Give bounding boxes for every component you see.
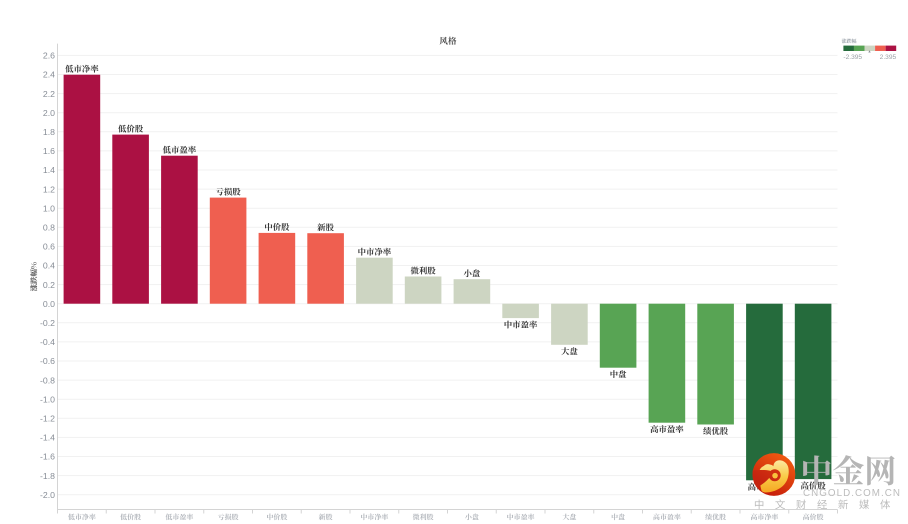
svg-text:2.395: 2.395: [880, 54, 897, 61]
svg-text:0.4: 0.4: [43, 261, 55, 271]
svg-text:0.0: 0.0: [43, 299, 55, 309]
svg-text:-0.8: -0.8: [40, 375, 55, 385]
svg-text:2.6: 2.6: [43, 51, 55, 61]
svg-text:-0.2: -0.2: [40, 318, 55, 328]
svg-text:1.6: 1.6: [43, 146, 55, 156]
svg-text:-0.4: -0.4: [40, 337, 55, 347]
svg-text:-1.4: -1.4: [40, 433, 55, 443]
svg-text:1.0: 1.0: [43, 203, 55, 213]
svg-text:0.6: 0.6: [43, 242, 55, 252]
svg-text:2.0: 2.0: [43, 108, 55, 118]
svg-text:-2.0: -2.0: [40, 490, 55, 500]
svg-text:1.8: 1.8: [43, 127, 55, 137]
svg-text:-1.8: -1.8: [40, 471, 55, 481]
svg-text:CNGOLD.COM.CN: CNGOLD.COM.CN: [803, 488, 901, 499]
svg-text:2.2: 2.2: [43, 89, 55, 99]
svg-text:-2.395: -2.395: [843, 54, 862, 61]
svg-text:-1.0: -1.0: [40, 394, 55, 404]
svg-text:2.4: 2.4: [43, 70, 55, 80]
svg-text:1.2: 1.2: [43, 184, 55, 194]
svg-text:-1.6: -1.6: [40, 452, 55, 462]
svg-text:0.2: 0.2: [43, 280, 55, 290]
svg-text:1.4: 1.4: [43, 165, 55, 175]
svg-text:-0.6: -0.6: [40, 356, 55, 366]
svg-text:0.8: 0.8: [43, 223, 55, 233]
svg-text:-1.2: -1.2: [40, 414, 55, 424]
